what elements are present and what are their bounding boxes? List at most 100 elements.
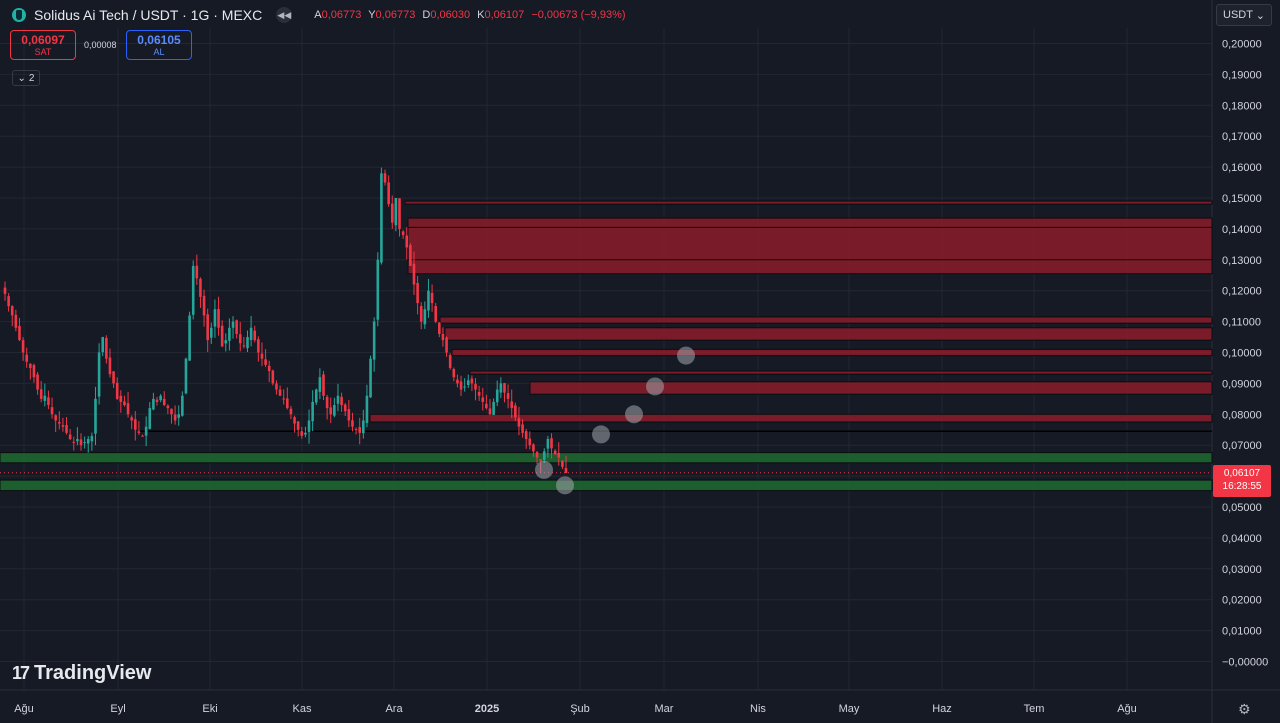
candle-body: [524, 431, 528, 440]
candle-body: [231, 321, 235, 328]
candle-body: [354, 429, 358, 431]
candle-body: [539, 459, 542, 461]
candle-body: [477, 392, 481, 396]
high-key: Y: [368, 9, 376, 21]
y-tick-label: 0,08000: [1222, 409, 1262, 421]
x-tick-label: Nis: [750, 703, 766, 715]
open-key: A: [314, 9, 322, 21]
last-price-label: 0,06107 16:28:55: [1213, 465, 1271, 497]
candle-body: [485, 403, 488, 409]
tradingview-logo[interactable]: 17 TradingView: [12, 662, 151, 685]
candle-body: [438, 322, 441, 334]
candle-body: [86, 439, 90, 444]
candle-body: [546, 439, 550, 449]
projection-point: [556, 476, 574, 495]
candle-body: [517, 418, 521, 427]
candle-body: [242, 345, 246, 347]
candle-body: [267, 365, 271, 372]
candle-body: [521, 424, 524, 433]
candle-body: [362, 420, 365, 434]
open-value: 0,06773: [321, 9, 362, 21]
supply-zone: [407, 217, 1213, 275]
candle-body: [7, 296, 10, 307]
candle-body: [445, 337, 448, 353]
y-tick-label: 0,05000: [1222, 502, 1262, 514]
candle-body: [307, 420, 311, 433]
candle-body: [206, 314, 209, 341]
candle-body: [542, 451, 546, 460]
candle-body: [253, 330, 257, 341]
candle-body: [148, 408, 152, 429]
candle-body: [463, 386, 466, 388]
currency-select[interactable]: USDT ⌄: [1216, 4, 1272, 26]
x-tick-label: Haz: [932, 703, 952, 715]
candle-body: [76, 439, 79, 442]
indicators-toggle[interactable]: ⌄ 2: [12, 70, 40, 86]
candle-body: [260, 353, 264, 359]
candle-body: [47, 397, 50, 406]
candle-body: [29, 363, 32, 368]
sell-button[interactable]: 0,06097 SAT: [10, 30, 76, 60]
candle-body: [387, 182, 390, 205]
symbol-title[interactable]: Solidus Ai Tech / USDT · 1G · MEXC: [34, 7, 263, 23]
candle-body: [304, 432, 307, 435]
candle-body: [195, 265, 199, 279]
x-tick-label: May: [839, 703, 860, 715]
candle-body: [217, 308, 220, 328]
y-tick-label: 0,01000: [1222, 626, 1262, 638]
chevron-down-icon: ⌄: [17, 72, 26, 84]
candle-body: [459, 381, 463, 390]
candle-body: [173, 414, 177, 421]
rewind-icon[interactable]: ◀◀: [276, 7, 293, 23]
y-tick-label: 0,12000: [1222, 286, 1262, 298]
candle-body: [532, 444, 535, 452]
candle-body: [448, 355, 452, 368]
candle-body: [419, 306, 423, 322]
candle-body: [553, 450, 557, 455]
candle-body: [235, 320, 238, 334]
projection-point: [677, 346, 695, 365]
candle-body: [405, 235, 409, 248]
candle-body: [10, 306, 14, 316]
change-value: −0,00673 (−9,93%): [531, 9, 626, 21]
candle-body: [358, 427, 361, 433]
candle-body: [130, 417, 133, 421]
y-tick-label: 0,11000: [1222, 317, 1261, 329]
candle-body: [510, 401, 514, 409]
candle-body: [311, 401, 314, 422]
candle-body: [246, 337, 249, 349]
chevron-down-icon: ⌄: [1255, 9, 1265, 22]
gear-icon[interactable]: ⚙: [1238, 701, 1251, 717]
low-value: 0,06030: [430, 9, 471, 21]
candle-body: [369, 358, 372, 398]
candle-body: [474, 383, 477, 390]
candle-body: [409, 245, 412, 266]
candle-body: [18, 326, 21, 341]
candle-body: [65, 425, 68, 433]
candle-body: [228, 327, 231, 341]
candle-body: [43, 395, 47, 401]
candle-body: [3, 287, 7, 294]
candle-body: [264, 359, 267, 365]
symbol-logo-icon: [12, 8, 26, 22]
candle-body: [72, 441, 76, 443]
y-tick-label: 0,02000: [1222, 595, 1262, 607]
demand-zone: [0, 479, 1213, 492]
tradingview-logo-icon: 17: [12, 663, 30, 683]
candle-body: [550, 438, 553, 449]
x-tick-label: Tem: [1024, 703, 1045, 715]
candle-body: [380, 173, 383, 263]
buy-button[interactable]: 0,06105 AL: [126, 30, 192, 60]
candle-body: [289, 408, 293, 415]
x-tick-label: Kas: [293, 703, 312, 715]
x-tick-label: Eki: [202, 703, 217, 715]
candle-body: [286, 398, 289, 409]
candle-body: [39, 389, 43, 399]
spread-value: 0,00008: [84, 40, 117, 50]
candle-body: [535, 452, 539, 458]
projection-point: [535, 460, 553, 479]
candle-body: [322, 374, 325, 396]
candle-body: [57, 422, 61, 424]
